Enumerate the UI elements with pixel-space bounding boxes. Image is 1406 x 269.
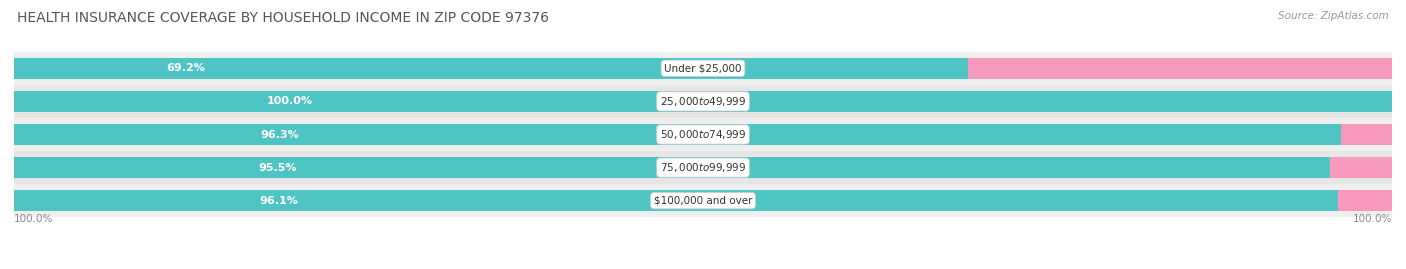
Text: HEALTH INSURANCE COVERAGE BY HOUSEHOLD INCOME IN ZIP CODE 97376: HEALTH INSURANCE COVERAGE BY HOUSEHOLD I… xyxy=(17,11,548,25)
Text: $100,000 and over: $100,000 and over xyxy=(654,196,752,206)
Text: $25,000 to $49,999: $25,000 to $49,999 xyxy=(659,95,747,108)
Text: 96.3%: 96.3% xyxy=(260,129,299,140)
Text: Under $25,000: Under $25,000 xyxy=(664,63,742,73)
Bar xyxy=(1330,157,1392,178)
Bar xyxy=(967,58,1392,79)
Text: 95.5%: 95.5% xyxy=(257,162,297,173)
Text: Source: ZipAtlas.com: Source: ZipAtlas.com xyxy=(1278,11,1389,21)
Bar xyxy=(14,118,1392,151)
Bar xyxy=(14,190,1339,211)
Text: $50,000 to $74,999: $50,000 to $74,999 xyxy=(659,128,747,141)
Text: 100.0%: 100.0% xyxy=(14,214,53,224)
Bar xyxy=(14,157,1330,178)
Bar xyxy=(1341,124,1392,145)
Bar xyxy=(1339,190,1392,211)
Bar xyxy=(14,184,1392,217)
Bar xyxy=(14,85,1392,118)
Bar xyxy=(14,124,1341,145)
Text: 100.0%: 100.0% xyxy=(267,96,312,107)
Text: 100.0%: 100.0% xyxy=(1353,214,1392,224)
Bar xyxy=(14,52,1392,85)
Text: 69.2%: 69.2% xyxy=(166,63,205,73)
Bar xyxy=(14,91,1392,112)
Text: 96.1%: 96.1% xyxy=(260,196,298,206)
Bar xyxy=(14,58,967,79)
Bar xyxy=(14,151,1392,184)
Text: $75,000 to $99,999: $75,000 to $99,999 xyxy=(659,161,747,174)
